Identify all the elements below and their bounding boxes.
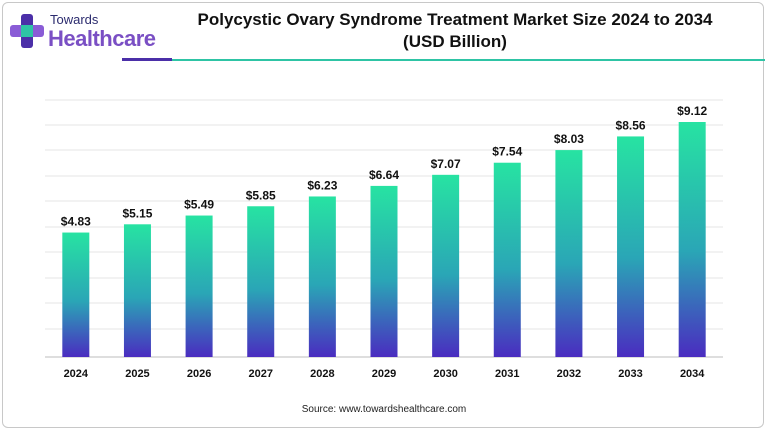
bar-2031 [493, 162, 521, 357]
bar-2030 [432, 174, 460, 357]
x-tick-label: 2028 [310, 368, 334, 380]
x-tick-label: 2032 [557, 368, 581, 380]
bar-2025 [123, 224, 151, 357]
brand-logo: Towards Healthcare [10, 10, 170, 54]
value-label: $5.15 [122, 206, 152, 220]
value-label: $6.64 [369, 168, 399, 182]
x-tick-label: 2025 [125, 368, 149, 380]
bar-2029 [370, 185, 398, 357]
x-tick-label: 2034 [680, 368, 705, 380]
bar-2032 [555, 150, 583, 357]
x-tick-label: 2027 [248, 368, 272, 380]
bar-2028 [308, 196, 336, 357]
chart-title-block: Polycystic Ovary Syndrome Treatment Mark… [175, 9, 735, 53]
value-label: $5.85 [246, 188, 276, 202]
value-label: $9.12 [677, 104, 707, 118]
x-tick-label: 2031 [495, 368, 519, 380]
x-tick-label: 2033 [618, 368, 642, 380]
chart-frame [2, 2, 764, 428]
value-label: $7.07 [431, 157, 461, 171]
brand-top-text: Towards [50, 12, 99, 27]
bar-2027 [247, 206, 275, 357]
cross-logo-icon [10, 14, 44, 48]
value-label: $8.56 [616, 118, 646, 132]
value-label: $4.83 [61, 215, 91, 229]
bar-2024 [62, 232, 90, 357]
brand-main-text: Healthcare [48, 26, 156, 51]
header-divider-accent [122, 58, 172, 61]
x-tick-label: 2024 [64, 368, 89, 380]
chart-title: Polycystic Ovary Syndrome Treatment Mark… [197, 10, 713, 29]
chart-subtitle: (USD Billion) [403, 32, 507, 51]
value-label: $6.23 [307, 178, 337, 192]
value-label: $7.54 [492, 145, 522, 159]
value-label: $8.03 [554, 132, 584, 146]
value-label: $5.49 [184, 198, 214, 212]
bar-series [62, 122, 706, 357]
x-tick-label: 2029 [372, 368, 396, 380]
bar-2033 [617, 136, 645, 357]
x-tick-label: 2026 [187, 368, 211, 380]
header-divider [172, 59, 765, 61]
source-note: Source: www.towardshealthcare.com [301, 404, 467, 415]
bar-2026 [185, 215, 213, 357]
x-tick-label: 2030 [433, 368, 457, 380]
bar-2034 [678, 122, 706, 357]
value-labels: $4.83 $5.15 $5.49 $5.85 $6.23 $6.64 $7.07 $7.54… [61, 104, 708, 229]
x-axis-ticks: 2024 2025 2026 2027 2028 2029 2030 2031 2032 2033… [64, 368, 706, 380]
